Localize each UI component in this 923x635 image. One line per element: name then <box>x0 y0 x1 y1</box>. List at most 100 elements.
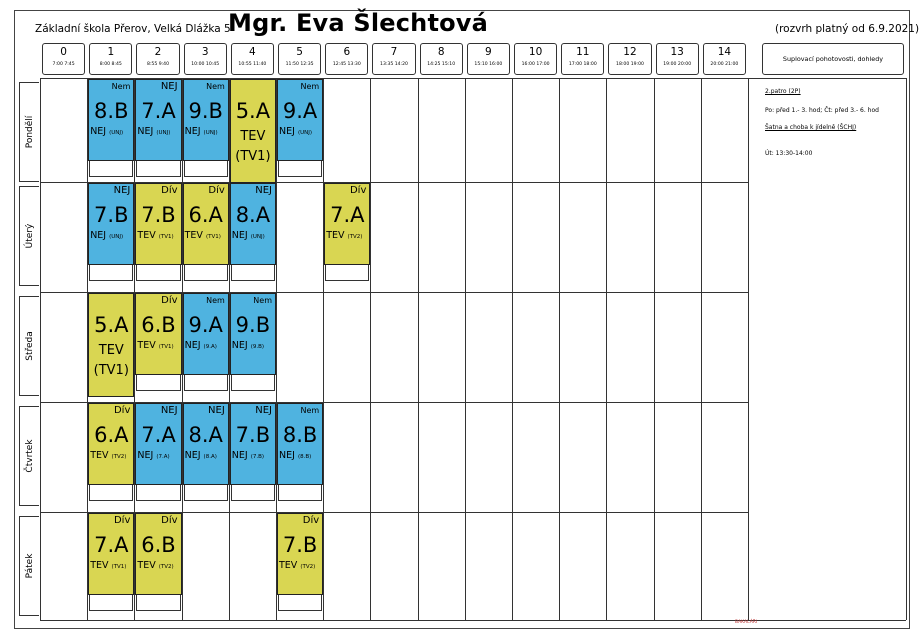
lesson-room: (7.A) <box>156 454 170 460</box>
lesson-subject: NEJ <box>137 450 154 461</box>
lesson-group: Nem <box>300 82 320 91</box>
day-label-2: Středa <box>19 296 39 396</box>
lesson-group: Dív <box>302 515 320 526</box>
lesson-group: NEJ <box>208 405 225 416</box>
lesson-group: Dív <box>113 515 131 526</box>
period-number: 13 <box>670 46 684 58</box>
lesson-room: (9.A) <box>203 344 217 350</box>
grid-right-line <box>906 78 907 620</box>
period-header-13: 13 19:00 20:00 <box>655 43 699 75</box>
lesson-substrip <box>183 161 228 177</box>
lesson-cell[interactable]: Dív 6.B TEV (TV1) <box>135 293 182 375</box>
lesson-cell[interactable]: NEJ 8.A NEJ (8.A) <box>182 403 229 485</box>
lesson-substrip <box>230 485 275 501</box>
lesson-cell[interactable]: Dív 7.A TEV (TV1) <box>88 513 135 595</box>
period-time: 15:10 16:00 <box>474 62 503 67</box>
lesson-class: 5.A <box>235 99 271 123</box>
lesson-substrip <box>136 161 181 177</box>
lesson-room: (TV1) <box>158 234 174 240</box>
period-header-7: 7 13:35 14:20 <box>372 43 416 75</box>
lesson-room: (TV1) <box>235 149 271 164</box>
lesson-subject: TEV <box>137 560 156 571</box>
lesson-subject: NEJ <box>231 340 248 351</box>
lesson-subject-room: NEJ (7.B) <box>232 450 275 463</box>
bakalari-logo: BAKALÁŘI <box>735 620 758 625</box>
period-header-10: 10 16:00 17:00 <box>514 43 558 75</box>
day-label-4: Pátek <box>19 516 39 616</box>
period-header-11: 11 17:00 18:00 <box>561 43 605 75</box>
period-header-9: 9 15:10 16:00 <box>466 43 510 75</box>
lesson-subject-room: TEV (TV1) <box>185 230 228 243</box>
column-line <box>748 78 749 620</box>
lesson-subject: TEV <box>137 230 156 241</box>
lesson-room: (TV1) <box>93 363 129 378</box>
lesson-cell[interactable]: Dív 6.A TEV (TV1) <box>182 183 229 265</box>
lesson-cell[interactable]: NEJ 7.A NEJ (UNJ) <box>135 79 182 161</box>
lesson-substrip <box>89 485 134 501</box>
period-number: 14 <box>717 46 732 58</box>
lesson-group: NEJ <box>255 185 272 196</box>
row-line <box>40 402 748 403</box>
lesson-cell[interactable]: Nem 9.B NEJ (9.B) <box>229 293 276 375</box>
lesson-subject: NEJ <box>90 230 107 241</box>
column-line <box>87 78 89 620</box>
period-time: 19:00 20:00 <box>663 62 692 67</box>
period-header-2: 2 8:55 9:40 <box>136 43 180 75</box>
lesson-substrip <box>89 161 134 177</box>
period-number: 9 <box>485 46 492 58</box>
lesson-cell[interactable]: Nem 9.A NEJ (UNJ) <box>277 79 324 161</box>
lesson-class: 7.B <box>282 533 318 557</box>
column-line <box>512 78 513 620</box>
column-line <box>653 78 655 620</box>
lesson-cell[interactable]: Dív 7.B TEV (TV1) <box>135 183 182 265</box>
lesson-cell[interactable]: Dív 6.A TEV (TV2) <box>88 403 135 485</box>
column-line <box>700 78 702 620</box>
day-name: Čtvrtek <box>24 439 35 473</box>
lesson-class: 7.A <box>94 533 129 557</box>
lesson-subject-room: TEV (TV2) <box>326 230 369 243</box>
lesson-subject-room: NEJ (UNJ) <box>137 126 180 139</box>
lesson-group: NEJ <box>255 405 272 416</box>
period-header-4: 4 10:55 11:40 <box>230 43 274 75</box>
lesson-group: Dív <box>113 405 131 416</box>
lesson-group: Dív <box>349 185 367 196</box>
lesson-cell[interactable]: NEJ 7.B NEJ (7.B) <box>229 403 276 485</box>
lesson-subject-room: TEV (TV1) <box>90 560 133 573</box>
lesson-cell[interactable]: NEJ 7.A NEJ (7.A) <box>135 403 182 485</box>
lesson-room: (UNJ) <box>109 130 124 136</box>
lesson-cell[interactable]: Nem 9.B NEJ (UNJ) <box>182 79 229 161</box>
lesson-cell[interactable]: NEJ 7.B NEJ (UNJ) <box>88 183 135 265</box>
row-line <box>40 182 748 183</box>
lesson-subject-room: TEV (TV1) <box>137 340 180 353</box>
period-time: 10:55 11:40 <box>238 62 267 67</box>
period-number: 12 <box>623 46 637 58</box>
lesson-cell[interactable]: Dív 7.B TEV (TV2) <box>277 513 324 595</box>
period-number: 2 <box>154 46 162 58</box>
lesson-substrip <box>278 485 323 501</box>
lesson-substrip <box>136 375 181 391</box>
lesson-cell[interactable]: Nem 8.B NEJ (UNJ) <box>88 79 135 161</box>
period-header-5: 5 11:50 12:35 <box>278 43 322 75</box>
lesson-subject: NEJ <box>90 126 107 137</box>
lesson-subject: NEJ <box>184 450 201 461</box>
lesson-cell[interactable]: Nem 8.B NEJ (8.B) <box>277 403 324 485</box>
lesson-class: 7.B <box>235 423 271 447</box>
lesson-subject: TEV <box>184 230 203 241</box>
lesson-subject-room: TEV (TV2) <box>137 560 180 573</box>
lesson-substrip <box>230 265 275 281</box>
column-line <box>134 78 136 620</box>
period-number: 11 <box>576 46 590 58</box>
lesson-cell[interactable]: 5.A TEV (TV1) <box>88 293 135 397</box>
column-line <box>276 78 277 620</box>
lesson-cell[interactable]: Nem 9.A NEJ (9.A) <box>182 293 229 375</box>
lesson-cell[interactable]: 5.A TEV (TV1) <box>229 79 276 183</box>
period-header-8: 8 14:25 15:10 <box>419 43 463 75</box>
lesson-class: 7.B <box>141 203 176 227</box>
lesson-cell[interactable]: NEJ 8.A NEJ (UNJ) <box>229 183 276 265</box>
lesson-cell[interactable]: Dív 7.A TEV (TV2) <box>324 183 371 265</box>
lesson-cell[interactable]: Dív 6.B TEV (TV2) <box>135 513 182 595</box>
day-label-3: Čtvrtek <box>19 406 39 506</box>
lesson-room: (7.B) <box>250 454 265 460</box>
supervision-top-line <box>748 78 906 79</box>
day-name: Středa <box>24 331 35 361</box>
